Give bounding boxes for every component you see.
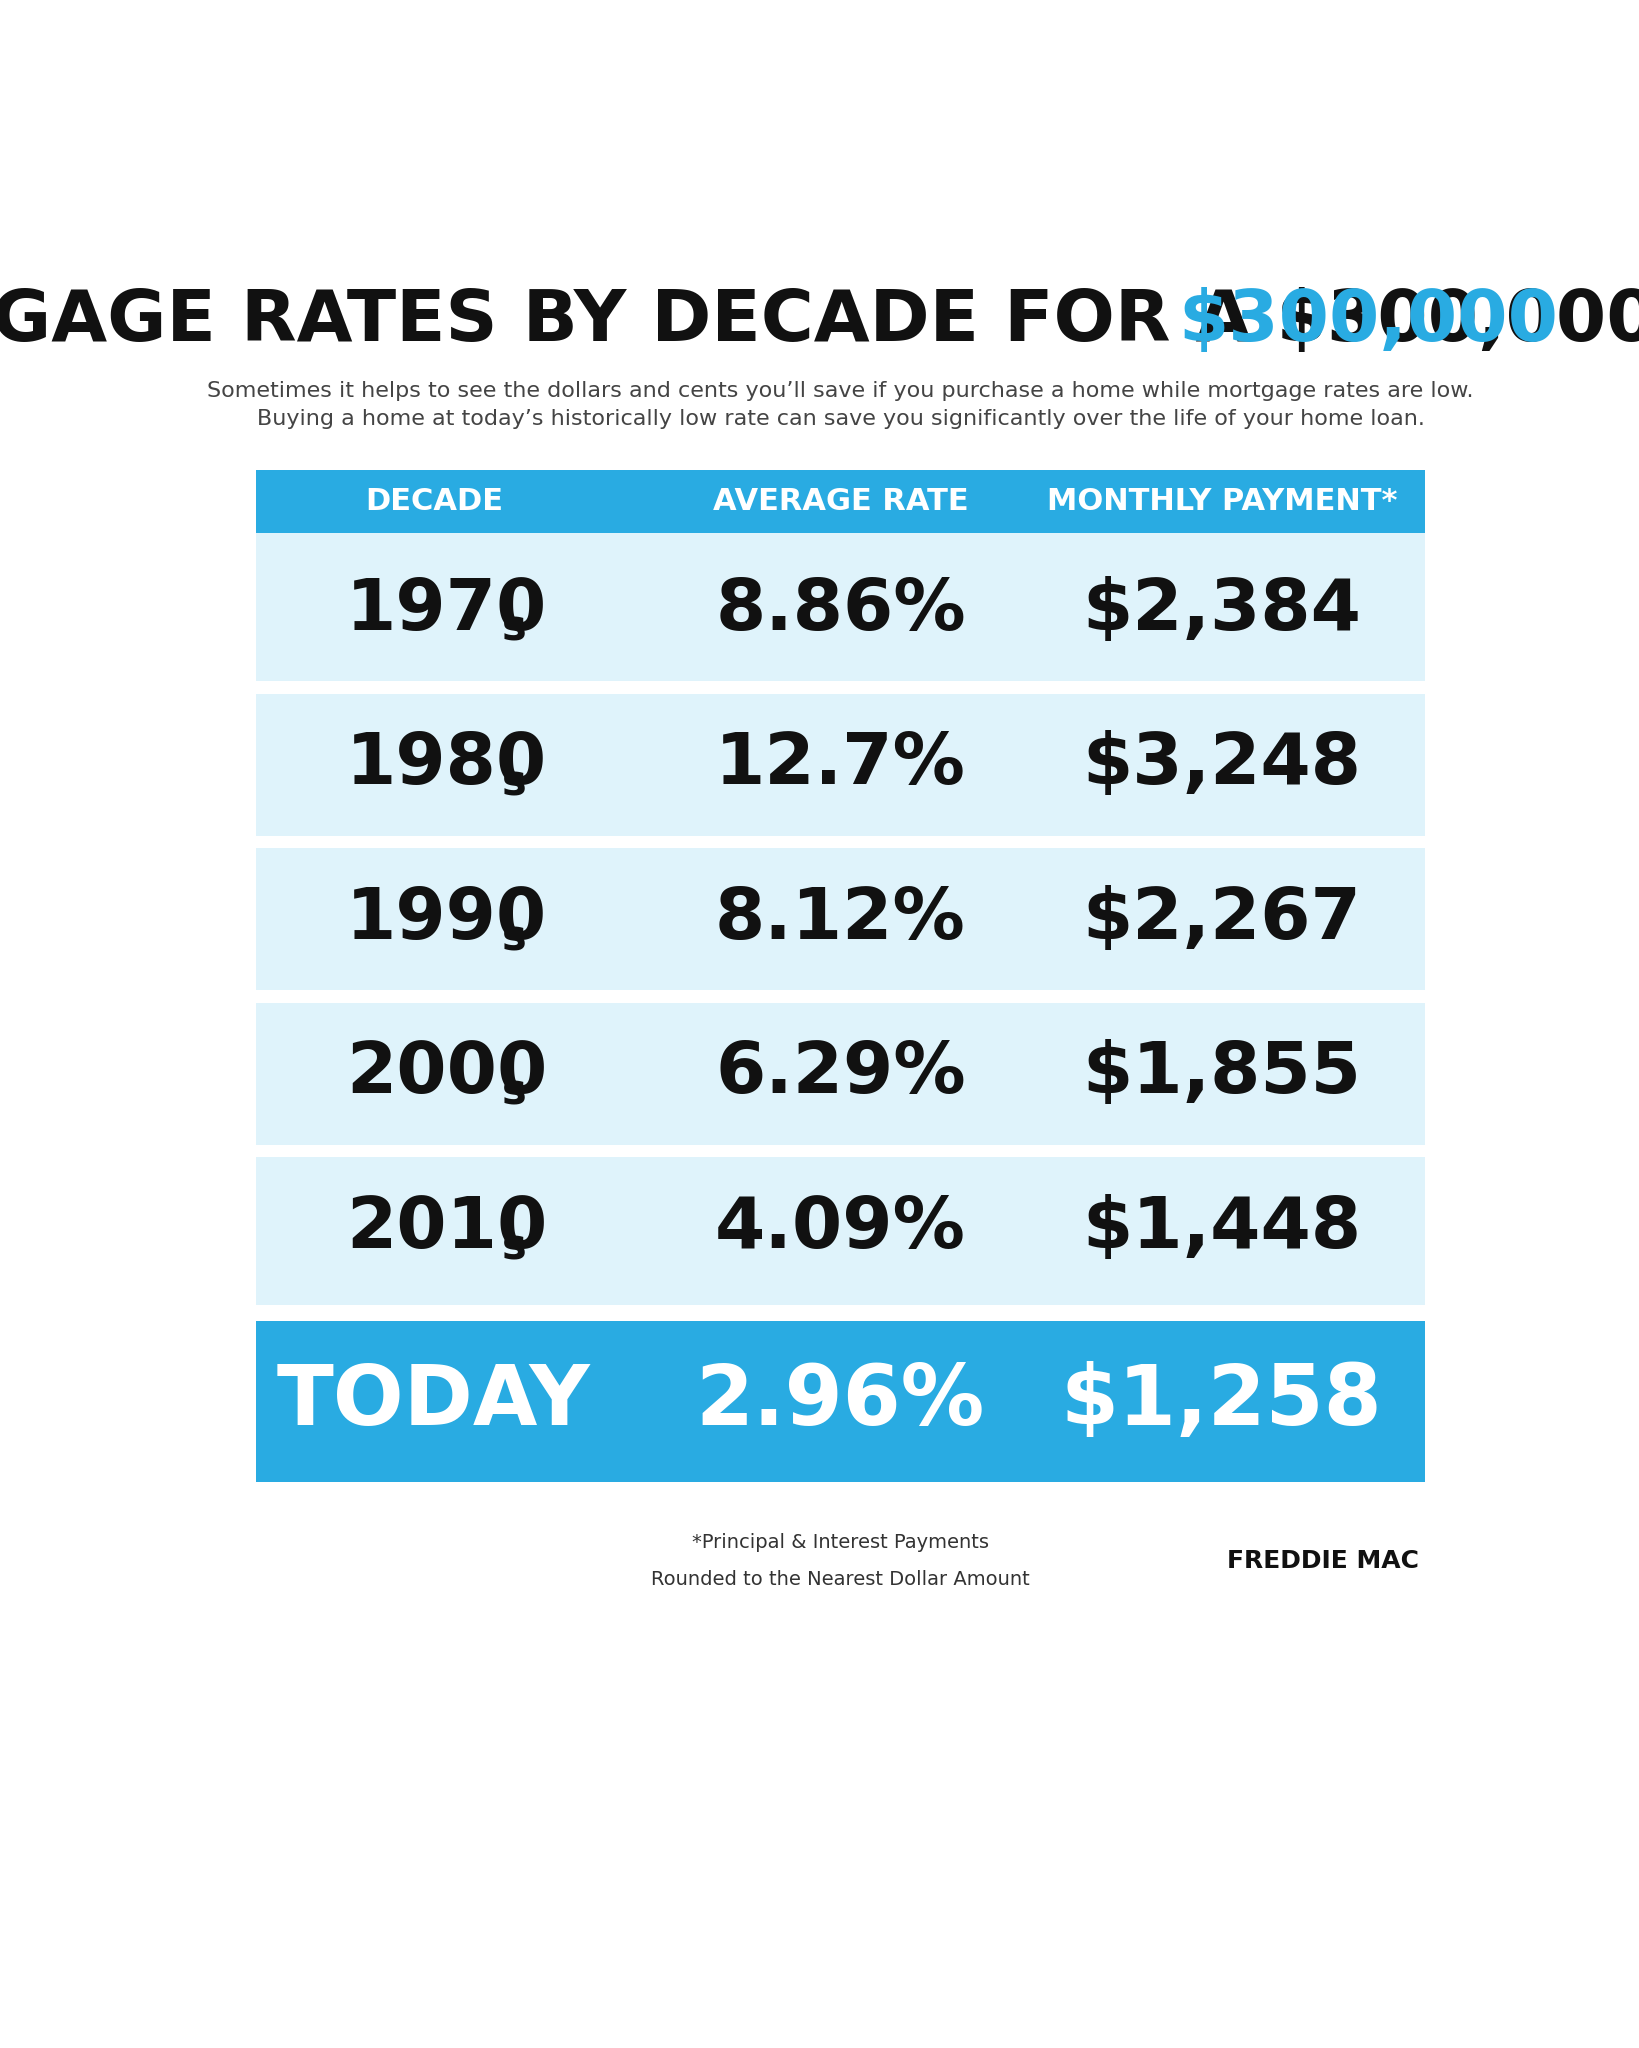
FancyBboxPatch shape: [256, 989, 1424, 1004]
Text: Buying a home at today’s historically low rate can save you significantly over t: Buying a home at today’s historically lo…: [256, 410, 1424, 430]
FancyBboxPatch shape: [256, 682, 1424, 694]
Text: 2.96%: 2.96%: [695, 1362, 985, 1442]
Text: s: s: [502, 1071, 526, 1114]
Text: FREDDIE MAC: FREDDIE MAC: [1226, 1548, 1419, 1573]
Text: 12.7%: 12.7%: [715, 729, 965, 799]
Text: 2000: 2000: [346, 1038, 547, 1108]
FancyBboxPatch shape: [256, 836, 1424, 848]
Text: TODAY: TODAY: [277, 1362, 590, 1442]
Text: AVERAGE RATE: AVERAGE RATE: [713, 487, 967, 516]
Text: $2,384: $2,384: [1082, 575, 1360, 645]
Text: $2,267: $2,267: [1082, 885, 1360, 954]
Text: 1970: 1970: [346, 575, 547, 645]
FancyBboxPatch shape: [256, 838, 1424, 846]
Text: MORTGAGE RATES BY DECADE FOR A $300,000 HOME: MORTGAGE RATES BY DECADE FOR A $300,000 …: [0, 287, 1639, 356]
FancyBboxPatch shape: [256, 469, 1424, 532]
FancyBboxPatch shape: [256, 688, 1424, 842]
Text: 2010: 2010: [346, 1194, 547, 1264]
Text: 4.09%: 4.09%: [715, 1194, 965, 1264]
Text: 1990: 1990: [346, 885, 547, 954]
Text: s: s: [502, 918, 526, 958]
Text: Rounded to the Nearest Dollar Amount: Rounded to the Nearest Dollar Amount: [651, 1571, 1029, 1589]
Text: s: s: [502, 762, 526, 805]
FancyBboxPatch shape: [256, 991, 1424, 1001]
Text: 6.29%: 6.29%: [715, 1038, 965, 1108]
Text: $3,248: $3,248: [1082, 729, 1360, 799]
Text: $1,448: $1,448: [1082, 1194, 1360, 1264]
Text: 8.86%: 8.86%: [715, 575, 965, 645]
Text: Sometimes it helps to see the dollars and cents you’ll save if you purchase a ho: Sometimes it helps to see the dollars an…: [207, 381, 1473, 401]
FancyBboxPatch shape: [256, 532, 1424, 688]
FancyBboxPatch shape: [256, 1321, 1424, 1483]
Text: DECADE: DECADE: [364, 487, 503, 516]
Text: $1,258: $1,258: [1060, 1362, 1382, 1442]
Text: 1980: 1980: [346, 729, 547, 799]
Text: s: s: [502, 608, 526, 649]
Text: MONTHLY PAYMENT*: MONTHLY PAYMENT*: [1046, 487, 1396, 516]
FancyBboxPatch shape: [256, 997, 1424, 1151]
FancyBboxPatch shape: [256, 1151, 1424, 1305]
Text: s: s: [502, 1227, 526, 1268]
Text: $1,855: $1,855: [1082, 1038, 1360, 1108]
FancyBboxPatch shape: [256, 682, 1424, 692]
Text: $300,000: $300,000: [1177, 287, 1557, 356]
FancyBboxPatch shape: [256, 842, 1424, 997]
FancyBboxPatch shape: [256, 1145, 1424, 1157]
FancyBboxPatch shape: [256, 1147, 1424, 1155]
Text: *Principal & Interest Payments: *Principal & Interest Payments: [692, 1532, 988, 1552]
Text: 8.12%: 8.12%: [715, 885, 965, 954]
